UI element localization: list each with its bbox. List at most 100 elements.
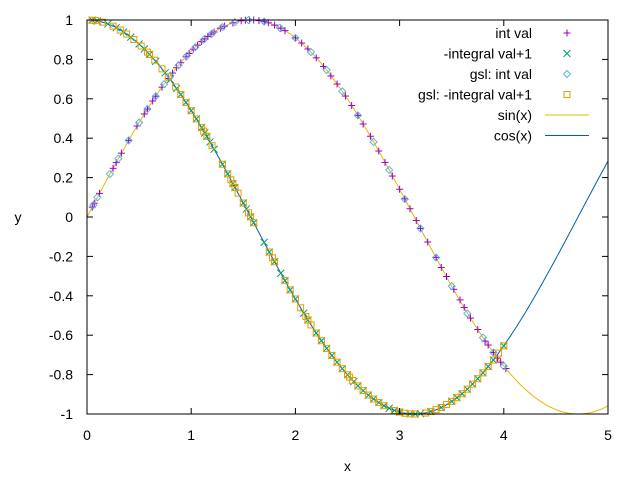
data-point-series-1: [223, 170, 232, 178]
data-point-series-2: [338, 87, 347, 96]
x-tick-label: 1: [187, 427, 195, 443]
data-point-series-0: [412, 217, 420, 225]
legend-marker-sample: [563, 29, 571, 37]
legend-item: sin(x): [498, 107, 589, 123]
data-point-series-2: [182, 51, 192, 60]
legend-label: int val: [495, 25, 532, 41]
data-point-series-3: [364, 391, 372, 399]
data-point-series-2: [447, 281, 456, 291]
data-point-series-3: [338, 365, 346, 373]
data-point-series-3: [177, 90, 185, 98]
data-point-series-2: [369, 137, 378, 147]
data-point-series-0: [177, 59, 185, 67]
x-tick-label: 3: [396, 427, 404, 443]
data-point-series-3: [453, 394, 461, 402]
y-tick-label: 0.8: [54, 51, 74, 67]
x-tick-label: 2: [292, 427, 300, 443]
data-point-series-2: [174, 60, 183, 70]
y-tick-label: 0: [65, 209, 73, 225]
data-point-series-0: [484, 341, 492, 349]
data-point-series-3: [250, 219, 258, 227]
data-point-series-2: [124, 136, 133, 145]
data-point-series-0: [237, 17, 245, 25]
data-point-series-3: [333, 358, 341, 366]
data-point-series-3: [130, 36, 138, 44]
data-point-series-1: [286, 286, 295, 294]
data-point-series-3: [474, 375, 482, 383]
data-point-series-0: [366, 132, 374, 140]
data-point-series-2: [275, 23, 284, 32]
data-point-series-3: [297, 304, 305, 312]
data-point-series-0: [466, 314, 474, 322]
data-point-series-3: [203, 132, 211, 140]
legend-label: gsl: -integral val+1: [418, 87, 532, 103]
data-point-series-2: [134, 118, 144, 127]
data-point-series-3: [268, 254, 276, 262]
data-point-series-3: [187, 107, 195, 115]
x-tick-label: 0: [83, 427, 91, 443]
data-point-series-0: [381, 158, 389, 166]
data-point-series-2: [353, 111, 363, 120]
y-axis-ticks: -1 -0.8 -0.6 -0.4 -0.2 0 0.2 0.4 0.6 0.8 1: [49, 12, 608, 422]
curve-sin: [87, 20, 608, 414]
x-tick-label: 5: [604, 427, 612, 443]
data-point-series-0: [388, 172, 396, 180]
data-point-series-0: [474, 325, 482, 333]
data-point-series-2: [322, 65, 331, 75]
data-point-series-0: [333, 80, 341, 88]
data-point-series-3: [307, 321, 315, 329]
data-point-series-3: [484, 363, 492, 371]
data-point-series-3: [208, 142, 216, 150]
data-point-series-3: [401, 409, 409, 417]
data-point-series-0: [271, 21, 279, 29]
data-point-series-2: [400, 194, 410, 204]
data-point-series-3: [123, 30, 131, 38]
data-point-series-0: [320, 62, 328, 70]
data-point-series-2: [93, 193, 102, 202]
legend-label: sin(x): [498, 107, 532, 123]
data-point-series-1: [176, 90, 185, 99]
data-point-series-3: [182, 98, 190, 106]
data-point-series-3: [422, 409, 430, 417]
data-point-series-3: [302, 312, 310, 320]
data-point-series-3: [116, 26, 124, 34]
legend-label: gsl: int val: [470, 66, 532, 82]
data-point-series-1: [276, 269, 285, 277]
data-point-series-3: [229, 180, 237, 188]
data-point-series-1: [328, 351, 336, 360]
data-point-series-0: [456, 296, 464, 304]
data-point-series-0: [182, 53, 190, 61]
y-tick-label: -0.4: [49, 288, 73, 304]
data-point-series-0: [359, 120, 367, 128]
x-axis-ticks: 0 1 2 3 4 5: [83, 20, 612, 443]
data-point-series-0: [348, 101, 356, 109]
data-point-series-2: [166, 71, 175, 80]
data-point-series-3: [500, 342, 508, 350]
legend-item: gsl: int val: [470, 66, 572, 82]
data-point-series-1: [246, 212, 255, 221]
data-point-series-3: [328, 351, 336, 359]
legend-marker-sample: [563, 91, 571, 98]
data-point-series-1: [479, 368, 487, 377]
data-point-series-2: [89, 200, 98, 210]
data-point-series-3: [312, 329, 320, 337]
data-point-series-2: [151, 92, 160, 101]
data-point-series-1: [239, 199, 248, 207]
data-point-series-2: [306, 47, 316, 57]
data-point-series-3: [344, 371, 351, 379]
data-point-series-2: [105, 169, 115, 179]
y-tick-label: -1: [61, 406, 74, 422]
data-point-series-1: [242, 205, 251, 213]
data-point-series-0: [460, 303, 468, 311]
y-axis-label: y: [15, 209, 22, 225]
data-point-series-3: [198, 124, 206, 132]
data-point-series-1: [182, 98, 190, 107]
legend-item: -integral val+1: [444, 46, 571, 62]
data-point-series-3: [146, 50, 154, 58]
data-point-series-2: [207, 29, 217, 38]
data-point-series-3: [91, 17, 99, 25]
y-tick-label: -0.6: [49, 327, 73, 343]
legend-label: cos(x): [494, 128, 532, 144]
legend-marker-sample: [562, 69, 572, 79]
data-point-series-2: [416, 224, 425, 233]
